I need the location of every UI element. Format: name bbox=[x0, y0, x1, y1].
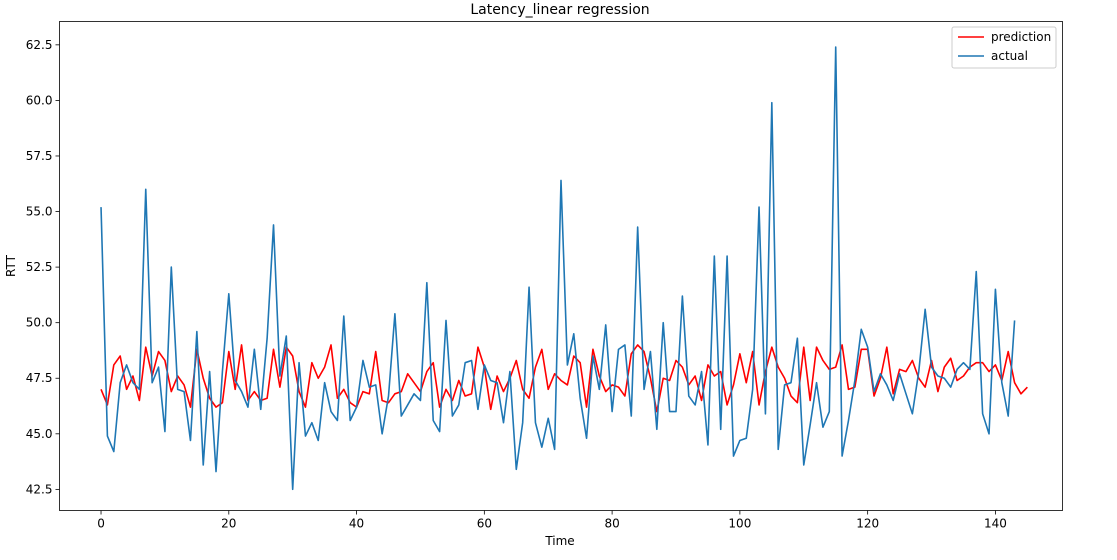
x-axis: 0 20 40 60 80 100 120 140 bbox=[97, 510, 1007, 531]
series-line-prediction bbox=[100, 344, 1028, 413]
x-tick-label: 80 bbox=[604, 517, 619, 531]
legend-label-actual: actual bbox=[991, 49, 1028, 63]
y-axis-title: RTT bbox=[4, 254, 18, 277]
y-tick-label: 57.5 bbox=[26, 149, 53, 163]
y-tick-label: 62.5 bbox=[26, 38, 53, 52]
y-tick-label: 60.0 bbox=[26, 93, 53, 107]
y-tick-label: 55.0 bbox=[26, 205, 53, 219]
y-tick-label: 52.5 bbox=[26, 260, 53, 274]
x-tick-label: 60 bbox=[477, 517, 492, 531]
plot-frame bbox=[59, 21, 1063, 511]
x-tick-label: 40 bbox=[349, 517, 364, 531]
chart-title: Latency_linear regression bbox=[470, 2, 649, 18]
series-line-actual bbox=[100, 46, 1016, 491]
legend-label-prediction: prediction bbox=[991, 30, 1051, 44]
x-tick-label: 100 bbox=[728, 517, 751, 531]
y-tick-label: 42.5 bbox=[26, 482, 53, 496]
x-axis-title: Time bbox=[544, 534, 574, 548]
legend: prediction actual bbox=[951, 26, 1057, 69]
x-tick-label: 0 bbox=[97, 517, 105, 531]
x-tick-label: 120 bbox=[856, 517, 879, 531]
y-tick-label: 50.0 bbox=[26, 316, 53, 330]
y-tick-label: 47.5 bbox=[26, 371, 53, 385]
x-tick-label: 140 bbox=[984, 517, 1007, 531]
plot-area bbox=[100, 46, 1028, 491]
y-axis: 42.5 45.0 47.5 50.0 52.5 55.0 57.5 60.0 62.5 bbox=[26, 38, 60, 496]
x-tick-label: 20 bbox=[221, 517, 236, 531]
y-tick-label: 45.0 bbox=[26, 427, 53, 441]
